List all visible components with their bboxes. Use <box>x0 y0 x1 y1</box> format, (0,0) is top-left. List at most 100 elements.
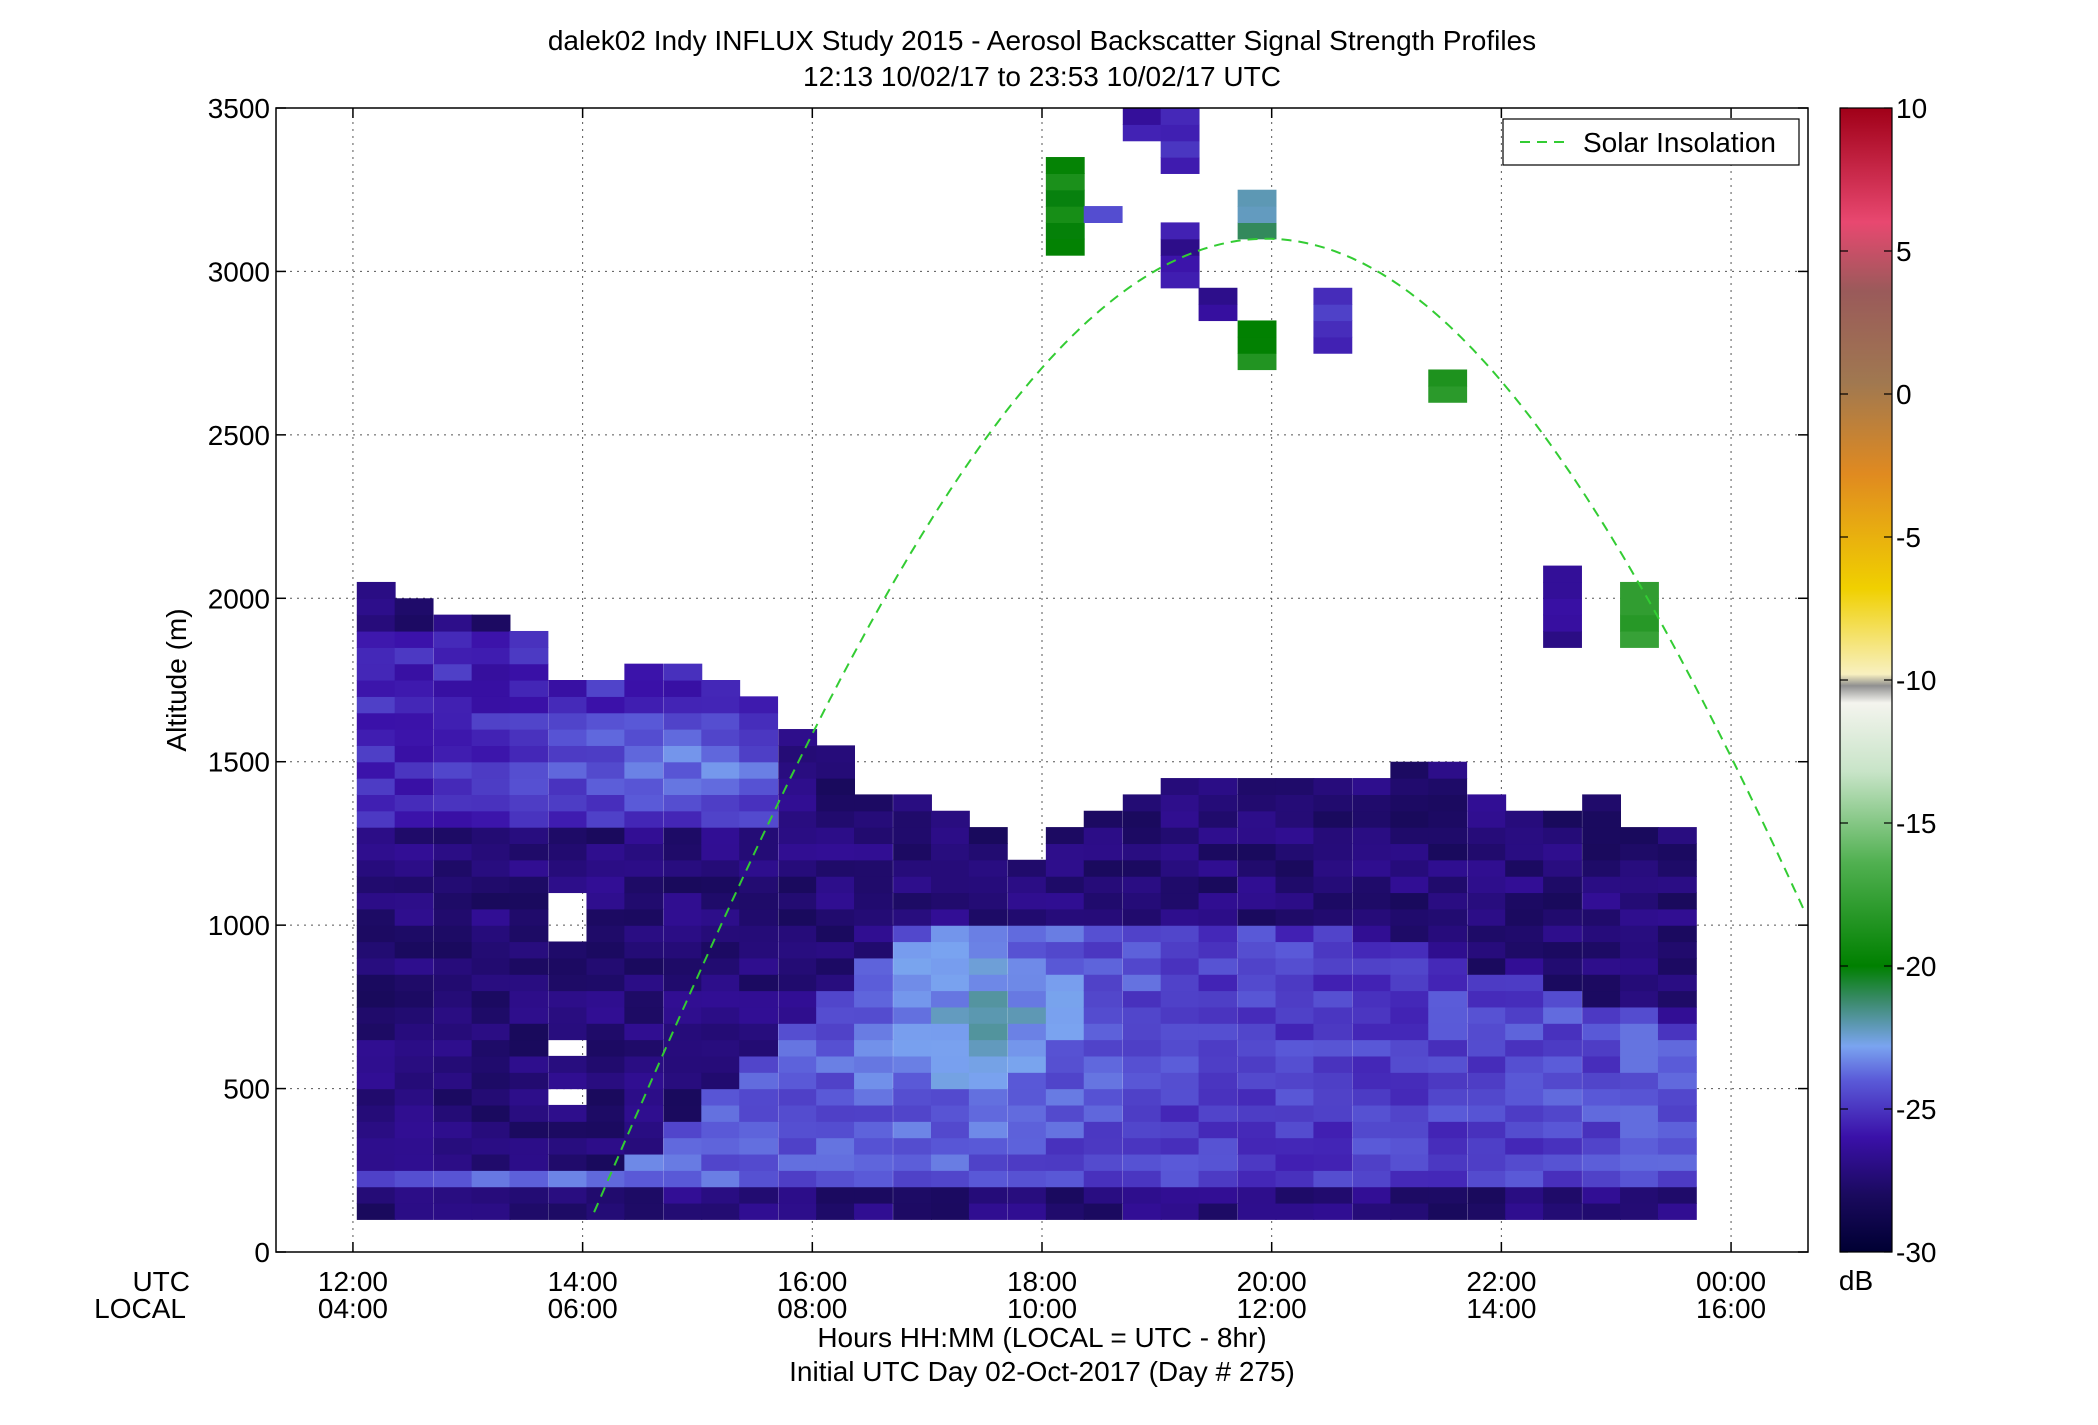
heatmap-cell <box>1352 1202 1392 1220</box>
heatmap-cell <box>548 1072 588 1090</box>
heatmap-cell <box>394 630 434 648</box>
heatmap-cell <box>624 892 664 910</box>
colorbar-tick-label: -20 <box>1896 951 1936 982</box>
heatmap-cell <box>509 908 549 926</box>
heatmap-cell <box>394 876 434 894</box>
heatmap-cell <box>1352 1186 1392 1204</box>
heatmap-cell <box>1275 957 1315 975</box>
heatmap-cell-aloft <box>1543 630 1582 648</box>
heatmap-cell <box>1657 876 1697 894</box>
heatmap-cell <box>816 794 856 812</box>
heatmap-cell <box>1007 859 1047 877</box>
heatmap-cell <box>586 712 626 730</box>
heatmap-cell-aloft <box>1237 206 1277 223</box>
heatmap-cell <box>471 974 511 992</box>
heatmap-cell <box>1390 1072 1430 1090</box>
heatmap-cell <box>1505 908 1545 926</box>
heatmap-cell <box>1237 908 1277 926</box>
heatmap-cell <box>1198 1023 1238 1041</box>
heatmap-cell <box>471 630 511 648</box>
heatmap-cell <box>663 729 703 746</box>
heatmap-cell-aloft <box>1543 598 1582 616</box>
heatmap-cell <box>433 778 473 795</box>
heatmap-cell <box>1045 892 1085 910</box>
heatmap-cell <box>1620 1137 1659 1155</box>
heatmap-cell <box>433 1023 473 1041</box>
heatmap-cell <box>739 761 779 779</box>
heatmap-cell-aloft <box>1122 108 1162 125</box>
heatmap-cell <box>1313 1023 1353 1041</box>
heatmap-cell <box>739 908 779 926</box>
heatmap-cell <box>548 729 588 746</box>
heatmap-cell <box>1122 1170 1162 1188</box>
heatmap-cell <box>778 859 818 877</box>
heatmap-cell <box>968 1072 1008 1090</box>
heatmap-cell <box>356 892 396 910</box>
heatmap-cell-aloft <box>1045 157 1085 174</box>
heatmap-cell <box>1237 1006 1277 1024</box>
heatmap-cell <box>1122 941 1162 959</box>
heatmap-cell <box>433 859 473 877</box>
heatmap-cell <box>433 990 473 1008</box>
heatmap-cell <box>893 941 932 959</box>
heatmap-cell-aloft <box>1313 320 1353 338</box>
heatmap-cell <box>509 729 549 746</box>
heatmap-cell <box>1352 892 1392 910</box>
heatmap-cell <box>1467 794 1507 812</box>
heatmap-cell <box>893 859 932 877</box>
heatmap-cell <box>1237 810 1277 828</box>
heatmap-cell <box>1275 1023 1315 1041</box>
heatmap-cell <box>1198 859 1238 877</box>
heatmap-cell <box>1083 1023 1123 1041</box>
heatmap-cell <box>509 925 549 943</box>
heatmap-cell <box>1620 925 1659 943</box>
heatmap-cell <box>509 1006 549 1024</box>
heatmap-cell <box>1237 794 1277 812</box>
heatmap-cell <box>1428 1023 1468 1041</box>
heatmap-cell <box>854 892 893 910</box>
heatmap-cell <box>931 1088 970 1106</box>
heatmap-cell <box>1198 827 1238 845</box>
heatmap-cell <box>1198 1170 1238 1188</box>
heatmap-cell <box>356 1023 396 1041</box>
heatmap-cell <box>1582 1137 1622 1155</box>
heatmap-cell <box>509 990 549 1008</box>
heatmap-cell <box>394 794 434 812</box>
heatmap-cell <box>1198 794 1238 812</box>
heatmap-cell <box>893 892 932 910</box>
heatmap-cell <box>854 941 893 959</box>
heatmap-cell <box>1428 1202 1468 1220</box>
heatmap-cell <box>509 1170 549 1188</box>
heatmap-cell <box>854 908 893 926</box>
heatmap-cell <box>893 843 932 861</box>
heatmap-cell <box>1122 1088 1162 1106</box>
heatmap-cell <box>1505 1137 1545 1155</box>
heatmap-cell-aloft <box>1313 287 1353 305</box>
heatmap-cell <box>816 1006 856 1024</box>
heatmap-cell <box>854 1121 893 1139</box>
heatmap-cell <box>1160 925 1200 943</box>
heatmap-cell <box>854 1202 893 1220</box>
heatmap-cell <box>968 843 1008 861</box>
heatmap-cell <box>624 876 664 894</box>
heatmap-cell <box>1237 892 1277 910</box>
heatmap-cell <box>778 1072 818 1090</box>
heatmap-cell <box>1543 827 1582 845</box>
y-tick-label: 2000 <box>208 583 270 614</box>
heatmap-cell <box>968 1153 1008 1171</box>
heatmap-cell-aloft <box>1237 353 1277 371</box>
heatmap-cell <box>433 794 473 812</box>
heatmap-cell <box>1505 1055 1545 1073</box>
heatmap-cell <box>1045 843 1085 861</box>
heatmap-cell <box>816 1039 856 1057</box>
heatmap-cell <box>1352 876 1392 894</box>
heatmap-cell <box>778 1153 818 1171</box>
heatmap-cell <box>471 1055 511 1073</box>
heatmap-cell <box>356 745 396 763</box>
heatmap-cell <box>471 1088 511 1106</box>
heatmap-cell <box>1237 1088 1277 1106</box>
y-tick-label: 500 <box>223 1074 270 1105</box>
heatmap-cell <box>433 630 473 648</box>
heatmap-cell <box>1467 990 1507 1008</box>
heatmap-cell <box>816 1170 856 1188</box>
